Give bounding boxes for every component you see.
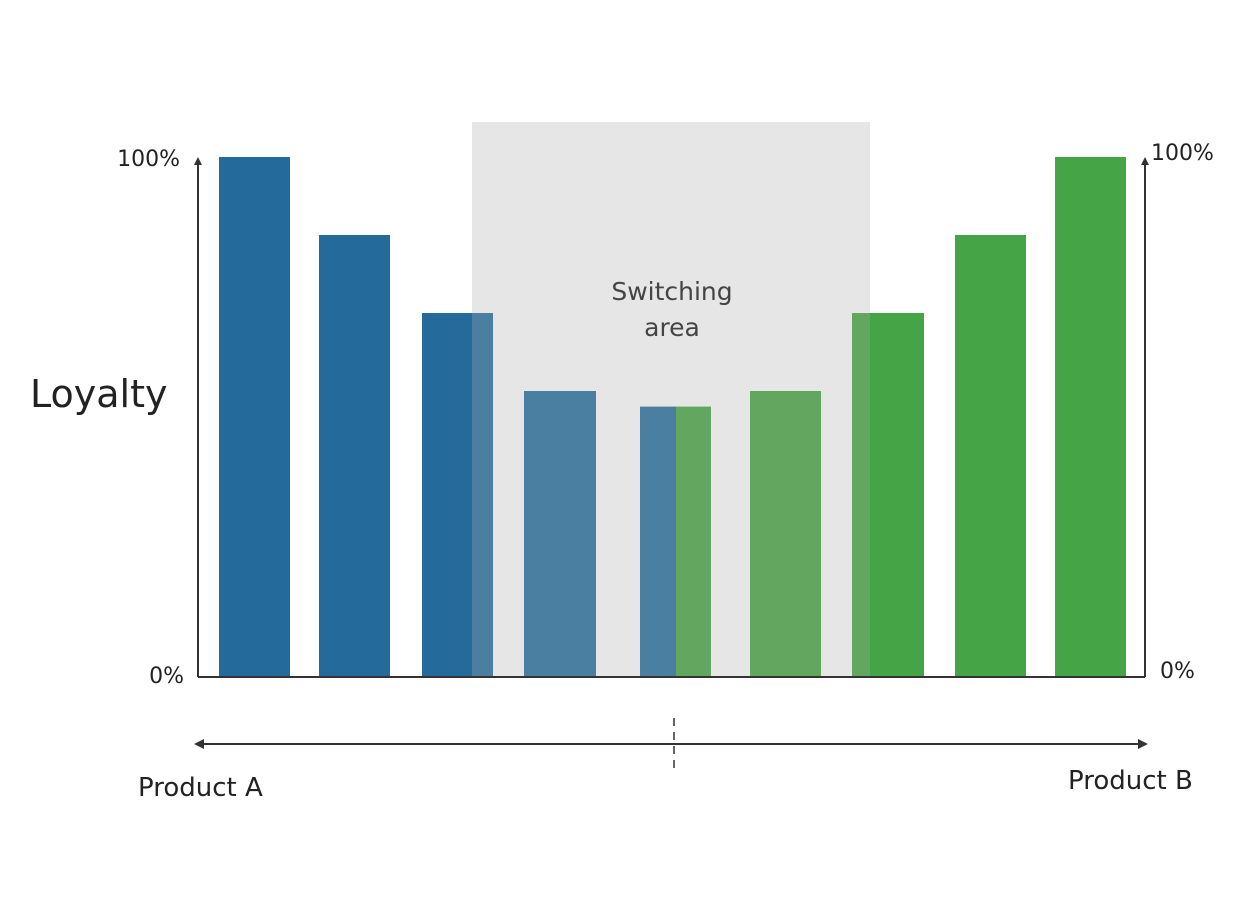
y-axis-label: Loyalty [30, 372, 167, 416]
bar-8 [955, 235, 1026, 677]
bar-6 [750, 391, 821, 677]
bars-layer [219, 157, 1126, 677]
product-b-label: Product B [1068, 766, 1193, 796]
bar-3-outside-segment [422, 313, 472, 677]
y-tick-right-100: 100% [1151, 141, 1214, 166]
switching-area-label-line-2: area [644, 313, 700, 342]
bar-5-product-b-segment [676, 406, 711, 677]
product-a-label: Product A [138, 773, 263, 803]
bar-1 [219, 157, 290, 677]
bar-3-switching-segment [472, 313, 493, 677]
product-spectrum-left-arrow [194, 739, 204, 749]
product-spectrum-layer [194, 718, 1148, 772]
bar-2 [319, 235, 390, 677]
y-tick-right-0: 0% [1160, 659, 1195, 684]
y-axis-right-arrow [1141, 157, 1149, 165]
product-spectrum-right-arrow [1138, 739, 1148, 749]
axes-layer [194, 157, 1149, 678]
y-tick-left-0: 0% [149, 664, 184, 689]
labels-layer: Loyalty 100% 0% 100% 0% Switching area P… [30, 141, 1214, 803]
bar-7-outside-segment [870, 313, 924, 677]
switching-area-label-line-1: Switching [611, 277, 732, 306]
y-tick-left-100: 100% [117, 147, 180, 172]
bar-4 [524, 391, 596, 677]
bar-5-product-a-segment [640, 406, 676, 677]
bar-7-switching-segment [852, 313, 870, 677]
bar-9 [1055, 157, 1126, 677]
y-axis-left-arrow [194, 157, 202, 165]
